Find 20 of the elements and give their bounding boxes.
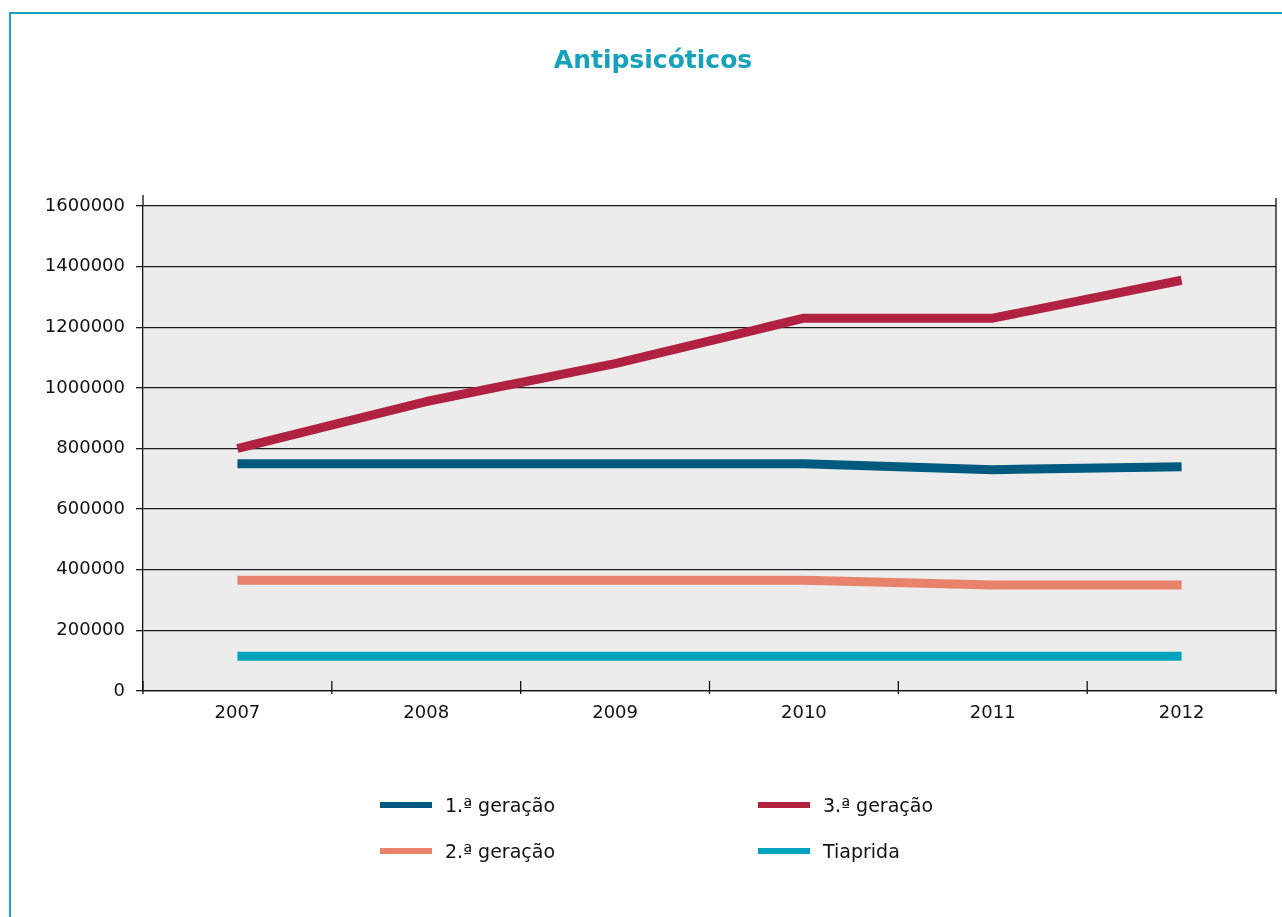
y-tick-label: 1400000	[44, 254, 125, 276]
y-tick-label: 200000	[56, 618, 125, 640]
chart-title: Antipsicóticos	[552, 44, 754, 76]
y-tick-label: 800000	[56, 436, 125, 458]
x-tick-label: 2007	[214, 701, 261, 723]
x-tick-label: 2012	[1158, 701, 1205, 723]
x-tick-label: 2008	[403, 701, 450, 723]
legend-label: 1.ª geração	[445, 794, 556, 816]
x-tick-label: 2010	[781, 701, 827, 723]
y-tick-label: 1000000	[44, 375, 125, 397]
y-tick-label: 600000	[56, 496, 125, 518]
y-tick-label: 1600000	[44, 193, 125, 215]
legend-label: Tiaprida	[823, 840, 900, 862]
y-tick-label: 400000	[56, 557, 125, 579]
x-tick-label: 2009	[592, 701, 638, 723]
legend-label: 2.ª geração	[445, 840, 556, 862]
legend-label: 3.ª geração	[823, 794, 934, 816]
y-tick-label: 0	[113, 678, 125, 700]
x-tick-label: 2011	[969, 701, 1016, 723]
y-tick-label: 1200000	[44, 314, 125, 336]
